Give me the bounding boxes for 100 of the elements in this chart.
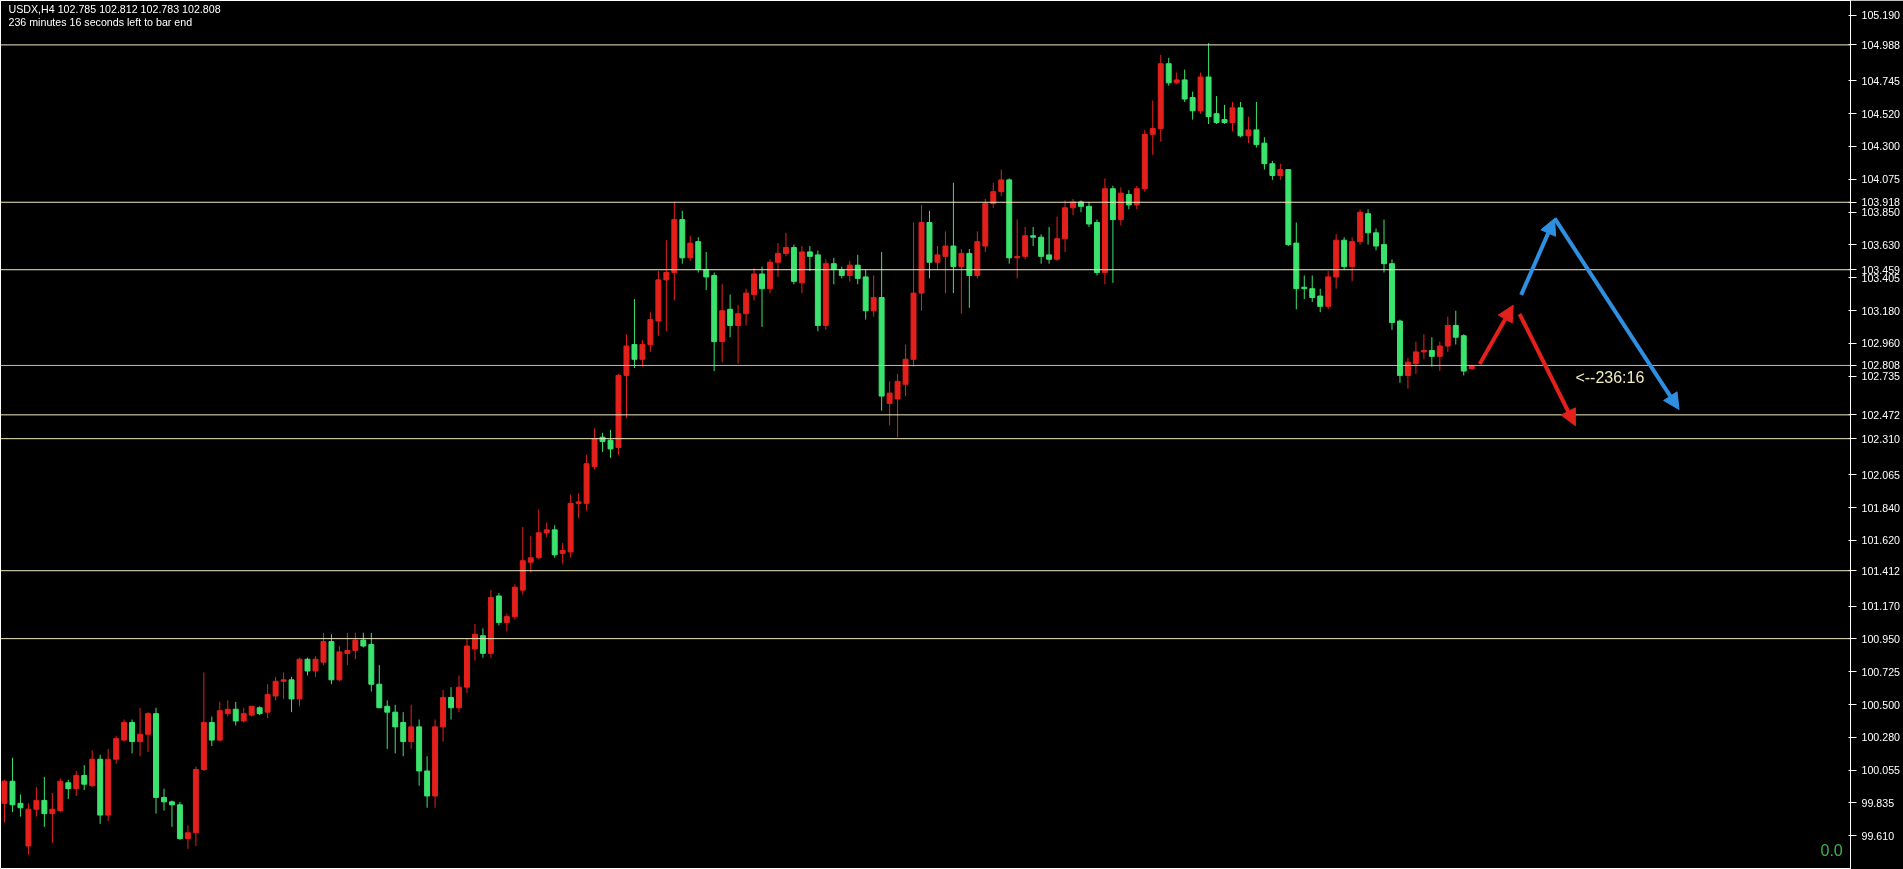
candlestick <box>352 632 359 660</box>
candlestick <box>1181 69 1188 103</box>
y-tick-label: 104.075 <box>1861 173 1901 186</box>
candlestick <box>376 664 383 709</box>
candlestick <box>145 711 151 753</box>
y-tick-label: 99.835 <box>1861 796 1895 809</box>
candlestick <box>1038 233 1045 265</box>
candlestick <box>759 266 765 328</box>
ref-line-label: 102.808 <box>1861 359 1901 372</box>
chart-title: USDX,H4 102.785 102.812 102.783 102.808 <box>8 2 221 15</box>
y-tick-label: 104.300 <box>1861 140 1901 153</box>
candlestick <box>998 169 1005 197</box>
candlestick <box>735 304 742 365</box>
candlestick <box>1436 341 1443 372</box>
candlestick <box>1165 57 1172 87</box>
candlestick <box>1309 274 1316 303</box>
candlestick <box>479 627 486 659</box>
candlestick <box>208 716 215 747</box>
annotation: 0.0 <box>1820 841 1843 859</box>
candlestick <box>288 676 295 713</box>
candlestick <box>1046 226 1053 265</box>
candlestick <box>41 776 48 828</box>
y-tick-label: 102.735 <box>1861 370 1901 383</box>
candlestick <box>687 235 694 262</box>
candlestick <box>1317 288 1324 313</box>
candlestick <box>631 298 638 369</box>
candlestick <box>384 699 391 750</box>
candlestick <box>806 245 813 272</box>
candlestick <box>751 267 758 301</box>
candlestick <box>161 788 167 812</box>
candlestick <box>1420 333 1427 360</box>
ref-line-label: 104.988 <box>1861 38 1901 51</box>
y-tick-label: 104.520 <box>1861 107 1901 120</box>
candlestick <box>870 274 877 318</box>
candlestick <box>168 799 175 828</box>
candlestick <box>727 294 734 338</box>
candlestick <box>1189 91 1196 121</box>
candlestick <box>527 535 534 573</box>
ref-line-label: 103.918 <box>1861 196 1901 209</box>
candlestick <box>1365 208 1372 246</box>
annotation: <--236:16 <box>1575 369 1645 387</box>
candlestick <box>113 735 120 765</box>
y-tick-label: 101.620 <box>1861 534 1901 547</box>
y-tick-label: 103.180 <box>1861 304 1901 317</box>
candlestick <box>1133 185 1140 210</box>
candlestick <box>1245 116 1252 144</box>
candlestick <box>782 232 789 257</box>
candlestick <box>49 792 56 844</box>
y-tick-label: 102.065 <box>1861 468 1901 481</box>
y-tick-label: 99.610 <box>1861 829 1895 842</box>
candlestick <box>1086 201 1092 228</box>
candlestick <box>559 542 566 565</box>
candlestick <box>400 711 407 757</box>
ref-line-label: 101.412 <box>1861 564 1901 577</box>
candlestick <box>232 701 239 726</box>
candlestick <box>280 671 287 700</box>
candlestick <box>129 719 136 754</box>
candlestick <box>958 248 965 315</box>
candlestick <box>471 623 478 662</box>
candlestick <box>1428 336 1435 368</box>
candlestick <box>830 257 837 285</box>
y-tick-label: 102.960 <box>1861 337 1901 350</box>
candlestick <box>448 686 455 721</box>
candlestick <box>1404 357 1411 390</box>
candlestick <box>137 707 144 757</box>
candlestick <box>990 182 997 209</box>
candlestick <box>775 242 781 278</box>
candlestick <box>1412 341 1419 375</box>
candlestick <box>663 239 670 332</box>
candlestick <box>73 770 80 797</box>
candlestick <box>1381 219 1387 274</box>
candlestick <box>950 182 957 294</box>
ref-line-label: 102.472 <box>1861 408 1901 421</box>
candlestick <box>1054 216 1061 262</box>
candlestick <box>1022 226 1029 260</box>
candlestick <box>65 779 72 800</box>
text: 236 minutes 16 seconds left to bar end <box>8 15 193 28</box>
y-tick-label: 104.745 <box>1861 74 1901 87</box>
y-tick-label: 100.500 <box>1861 698 1901 711</box>
candlestick <box>1229 101 1236 132</box>
candlestick <box>743 288 750 326</box>
y-tick-label: 100.055 <box>1861 764 1901 777</box>
candlestick <box>1373 227 1380 251</box>
candlestick <box>81 764 88 791</box>
y-tick-label: 101.840 <box>1861 501 1901 514</box>
candlestick <box>121 719 128 743</box>
candlestick <box>966 248 973 309</box>
candlestick <box>703 251 710 291</box>
ref-line-label: 102.310 <box>1861 432 1901 445</box>
candlestick <box>33 786 40 818</box>
y-tick-label: 103.850 <box>1861 206 1901 219</box>
candlestick <box>1 779 8 823</box>
y-tick-label: 103.630 <box>1861 238 1901 251</box>
candlestick <box>392 704 399 754</box>
candlestick <box>503 613 510 632</box>
candlestick <box>639 339 646 368</box>
ref-line-label: 100.950 <box>1861 632 1901 645</box>
candlestick <box>184 824 191 850</box>
candlestick <box>854 254 861 285</box>
y-tick-label: 100.280 <box>1861 731 1901 744</box>
